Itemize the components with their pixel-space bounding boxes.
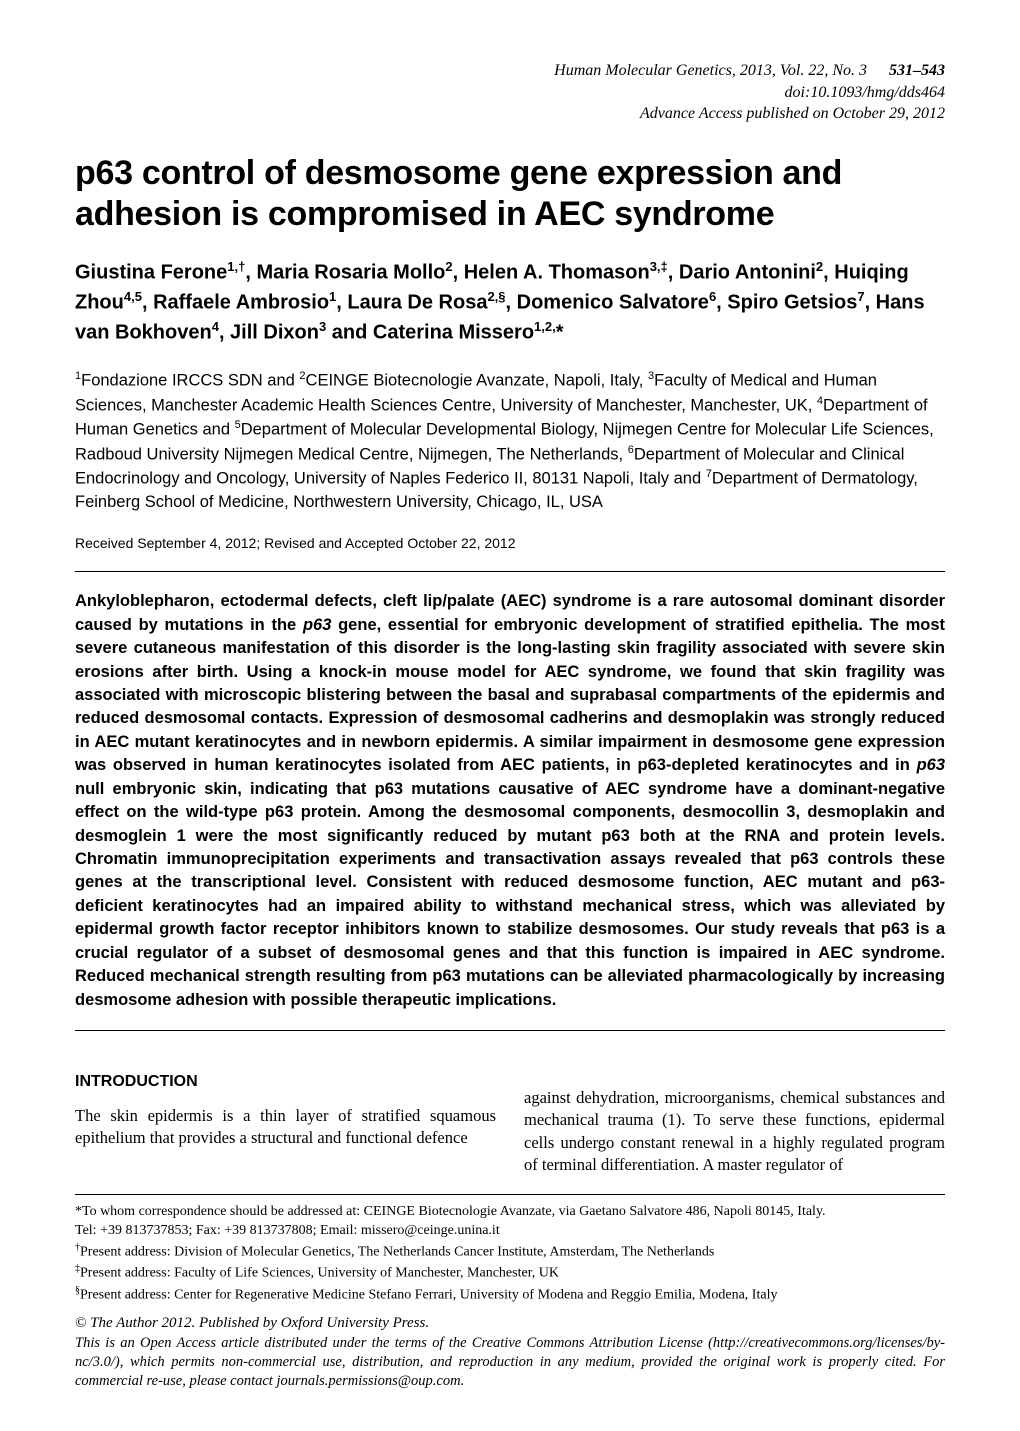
contact-info: Tel: +39 813737853; Fax: +39 813737808; … <box>75 1222 945 1241</box>
copyright: © The Author 2012. Published by Oxford U… <box>75 1315 945 1332</box>
col-spacer <box>524 1049 945 1087</box>
footnotes: *To whom correspondence should be addres… <box>75 1203 945 1305</box>
divider-top <box>75 571 945 572</box>
footnote-ddagger-text: Present address: Faculty of Life Science… <box>80 1266 559 1281</box>
abstract: Ankyloblepharon, ectodermal defects, cle… <box>75 590 945 1012</box>
page-range: 531–543 <box>889 62 945 79</box>
intro-heading: INTRODUCTION <box>75 1071 496 1093</box>
author-list: Giustina Ferone1,†, Maria Rosaria Mollo2… <box>75 258 945 347</box>
intro-text-left: The skin epidermis is a thin layer of st… <box>75 1105 496 1150</box>
doi-line: doi:10.1093/hmg/dds464 <box>75 82 945 104</box>
corresponding-author: *To whom correspondence should be addres… <box>75 1203 945 1222</box>
footnote-dagger-text: Present address: Division of Molecular G… <box>80 1244 714 1259</box>
footnote-section-text: Present address: Center for Regenerative… <box>80 1288 777 1303</box>
footnote-section: §Present address: Center for Regenerativ… <box>75 1284 945 1306</box>
journal-name: Human Molecular Genetics, 2013, Vol. 22,… <box>554 62 867 79</box>
footnote-dagger: †Present address: Division of Molecular … <box>75 1241 945 1263</box>
journal-line: Human Molecular Genetics, 2013, Vol. 22,… <box>75 60 945 82</box>
header-meta: Human Molecular Genetics, 2013, Vol. 22,… <box>75 60 945 125</box>
footnote-ddagger: ‡Present address: Faculty of Life Scienc… <box>75 1262 945 1284</box>
intro-text-right: against dehydration, microorganisms, che… <box>524 1087 945 1176</box>
received-dates: Received September 4, 2012; Revised and … <box>75 535 945 551</box>
affiliations: 1Fondazione IRCCS SDN and 2CEINGE Biotec… <box>75 369 945 515</box>
intro-col-left: INTRODUCTION The skin epidermis is a thi… <box>75 1049 496 1176</box>
intro-columns: INTRODUCTION The skin epidermis is a thi… <box>75 1049 945 1176</box>
page: Human Molecular Genetics, 2013, Vol. 22,… <box>0 0 1020 1431</box>
intro-col-right: against dehydration, microorganisms, che… <box>524 1049 945 1176</box>
article-title: p63 control of desmosome gene expression… <box>75 153 945 235</box>
divider-bottom <box>75 1030 945 1031</box>
license-text: This is an Open Access article distribut… <box>75 1334 945 1391</box>
advance-access: Advance Access published on October 29, … <box>75 103 945 125</box>
footer-rule <box>75 1194 945 1195</box>
